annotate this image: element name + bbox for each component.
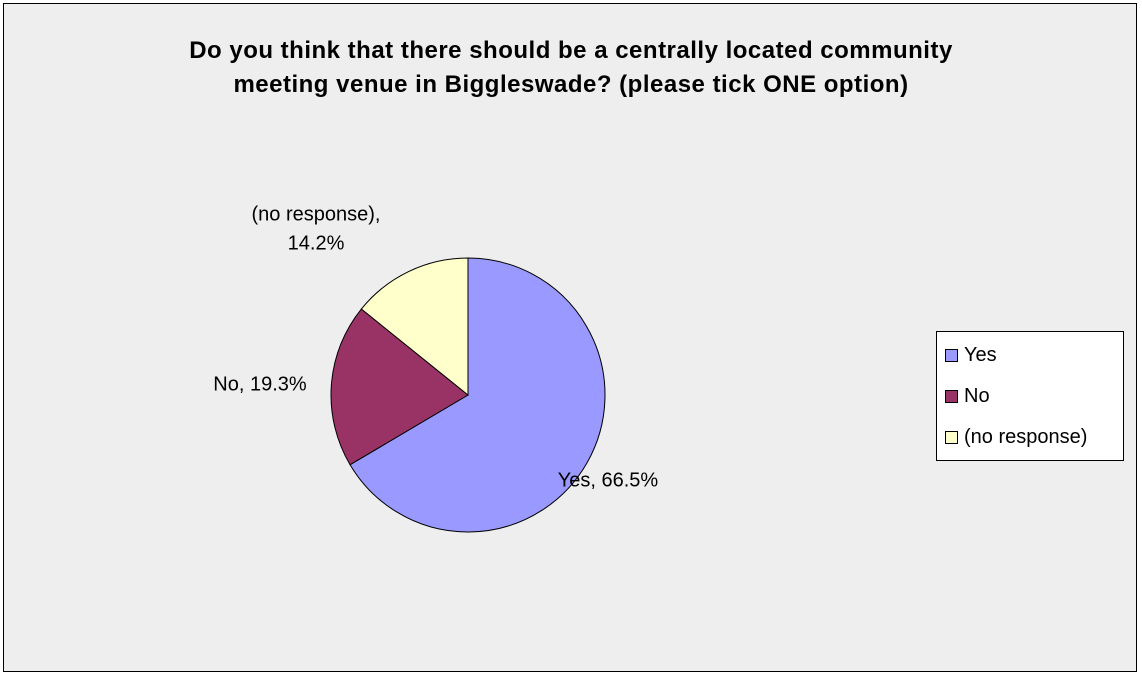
data-label-no: No, 19.3% [213,373,307,395]
legend-label-no-response: (no response) [964,425,1088,448]
legend-swatch-no [945,389,958,403]
chart-area: Do you think that there should be a cent… [3,3,1137,672]
pie-slices [330,257,606,533]
data-label-no-response-line-1: (no response), [252,203,381,225]
legend-swatch-yes [945,348,958,362]
legend-item-yes: Yes [945,340,997,370]
data-label-yes: Yes, 66.5% [558,469,659,491]
legend-label-yes: Yes [964,343,997,366]
pie-slice-no-response [360,257,469,397]
legend-swatch-no-response [945,430,958,444]
pie-chart: Yes, 66.5% No, 19.3% (no response), 14.2… [213,203,659,533]
chart-title-line-2: meeting venue in Biggleswade? (please ti… [233,71,909,98]
chart-title: Do you think that there should be a cent… [4,34,1138,102]
legend: Yes No (no response) [936,331,1124,461]
legend-item-no-response: (no response) [945,422,1087,452]
pie-slice-no [330,308,469,466]
pie-slice-yes [349,257,606,533]
chart-title-line-1: Do you think that there should be a cent… [189,37,953,64]
legend-item-no: No [945,381,990,411]
legend-label-no: No [964,384,990,407]
data-label-no-response-line-2: 14.2% [288,232,345,254]
